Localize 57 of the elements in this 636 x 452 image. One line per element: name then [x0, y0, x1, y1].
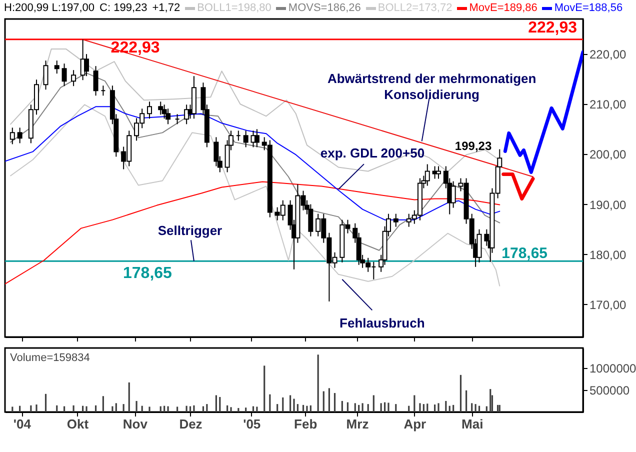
candlestick — [184, 104, 190, 125]
candlestick — [10, 127, 15, 145]
legend-label: BOLL2=173,72 — [378, 2, 452, 14]
y-tick-label: 180,00 — [590, 248, 627, 262]
y-tick-label: 220,00 — [590, 48, 627, 62]
candlestick — [158, 101, 164, 116]
candlestick — [308, 204, 314, 237]
legend-label: MOVS=186,26 — [288, 2, 361, 14]
annotation: Fehlausbruch — [340, 315, 425, 330]
candlestick — [84, 54, 90, 77]
x-tick-label: Dez — [179, 416, 203, 432]
y-tick-label: 210,00 — [590, 98, 627, 112]
candlestick — [17, 127, 22, 144]
candlestick — [476, 228, 482, 263]
candlestick — [71, 70, 76, 87]
y-tick-label: 500000 — [590, 383, 630, 398]
y-tick-label: 170,00 — [590, 298, 627, 312]
legend-label: MovE=189,86 — [469, 2, 538, 14]
line-series — [5, 181, 500, 284]
legend-label: BOLL1=198,80 — [197, 2, 272, 14]
x-tick-label: Nov — [122, 416, 148, 432]
legend-label: MovE=188,56 — [554, 2, 623, 14]
candlestick — [393, 213, 398, 228]
text: H:200,99 L:197,00 — [4, 2, 95, 14]
annotation: 222,93 — [110, 39, 160, 56]
candlestick — [93, 66, 98, 96]
candlestick — [43, 60, 48, 90]
annotation: 178,65 — [502, 245, 548, 262]
text: +1,72 — [152, 2, 180, 14]
candlestick — [450, 180, 456, 208]
candlestick — [166, 108, 171, 125]
candlestick — [436, 166, 441, 180]
text: C: 199,23 — [100, 2, 148, 14]
candlestick — [254, 128, 260, 148]
line-series — [10, 104, 500, 286]
x-tick-label: Mrz — [346, 416, 370, 432]
x-tick-label: Mai — [462, 416, 484, 432]
y-tick-label: 200,00 — [590, 148, 627, 162]
y-tick-label: 190,00 — [590, 198, 627, 212]
ref-line-label: 222,93 — [528, 19, 578, 36]
x-tick-label: '05 — [243, 416, 261, 432]
candlestick — [147, 101, 152, 120]
y-tick-label: 1000000 — [590, 361, 636, 376]
annotation: Volume=159834 — [10, 352, 90, 364]
annotation: exp. GDL 200+50 — [320, 145, 425, 160]
annotation: Selltrigger — [158, 223, 222, 238]
x-tick-label: Feb — [294, 416, 318, 432]
candlestick — [62, 63, 67, 87]
x-tick-label: Apr — [404, 416, 426, 432]
x-tick-label: Okt — [66, 416, 90, 432]
candlestick — [424, 164, 430, 186]
ref-line-label: 178,65 — [123, 265, 172, 282]
x-tick-label: '04 — [13, 416, 32, 432]
candlestick — [243, 130, 248, 148]
annotation: Abwärtstrend der mehrmonatigen Konsolidierung — [327, 71, 536, 102]
candlestick — [54, 60, 60, 74]
annotation: 199,23 — [454, 139, 492, 154]
